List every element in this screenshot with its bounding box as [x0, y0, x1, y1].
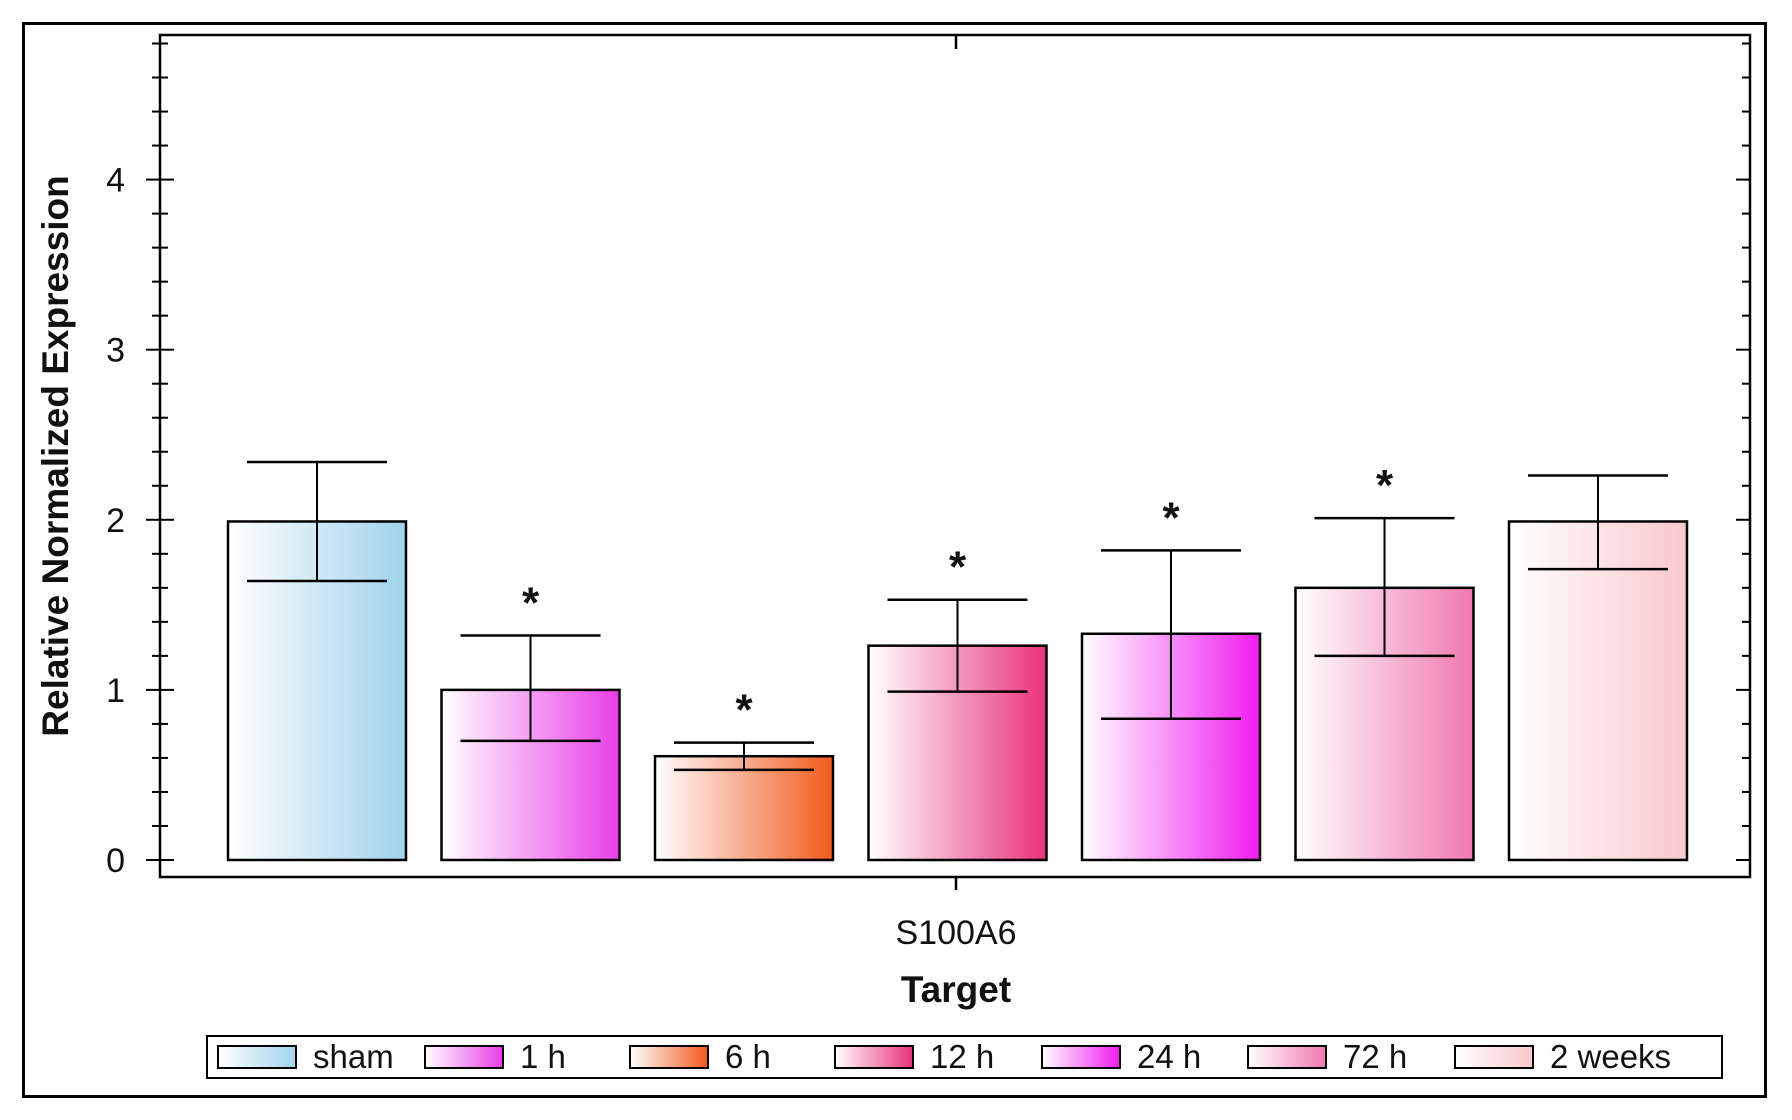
legend-swatch-12-h	[834, 1045, 914, 1069]
y-tick-label: 2	[106, 502, 125, 540]
significance-star: *	[949, 543, 967, 592]
legend: sham 1 h 6 h 12 h 24 h 72 h 2 weeks	[206, 1035, 1723, 1079]
x-axis-title: Target	[901, 969, 1011, 1010]
legend-label: 24 h	[1137, 1038, 1201, 1075]
y-axis-title: Relative Normalized Expression	[35, 175, 76, 736]
bar-6-h	[653, 754, 835, 862]
legend-swatch-sham	[217, 1045, 297, 1069]
legend-swatch-1-h	[424, 1045, 504, 1069]
chart-frame	[22, 22, 1767, 1098]
bars: * * * * *	[226, 460, 1689, 862]
significance-star: *	[522, 578, 540, 627]
legend-swatch-2-weeks	[1454, 1045, 1534, 1069]
legend-label: 1 h	[520, 1038, 566, 1075]
legend-label: 12 h	[930, 1038, 994, 1075]
legend-label: 6 h	[725, 1038, 771, 1075]
legend-swatch-6-h	[629, 1045, 709, 1069]
y-tick-label: 4	[106, 162, 125, 200]
legend-swatch-72-h	[1247, 1045, 1327, 1069]
significance-star: *	[1162, 493, 1180, 542]
y-tick-label: 0	[106, 842, 125, 880]
legend-swatch-24-h	[1041, 1045, 1121, 1069]
legend-label: 2 weeks	[1550, 1038, 1671, 1075]
legend-label: sham	[313, 1038, 394, 1075]
bar-2-weeks	[1507, 520, 1689, 862]
category-label: S100A6	[896, 914, 1017, 952]
y-tick-label: 1	[106, 672, 125, 710]
y-tick-label: 3	[106, 332, 125, 370]
y-axis: 0 1 2 3 4	[106, 42, 1750, 880]
significance-star: *	[735, 686, 753, 735]
significance-star: *	[1376, 461, 1394, 510]
legend-label: 72 h	[1343, 1038, 1407, 1075]
